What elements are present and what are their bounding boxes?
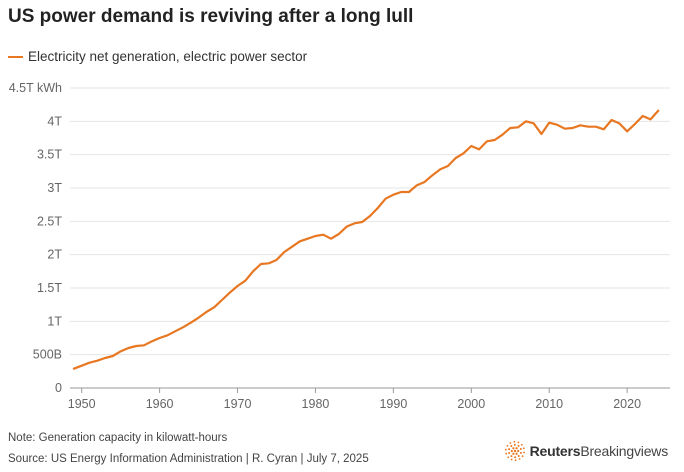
brand-name-breakingviews: Breakingviews — [580, 443, 668, 459]
y-tick-label: 2T — [47, 248, 62, 262]
logo-dot — [507, 448, 510, 451]
logo-dot — [516, 449, 519, 453]
series-line — [72, 109, 660, 370]
logo-dot — [510, 458, 513, 461]
logo-dot — [513, 440, 515, 443]
logo-dot — [515, 447, 518, 450]
logo-dot — [513, 456, 516, 459]
logo-dot — [522, 451, 525, 454]
y-tick-label: 4T — [47, 114, 62, 128]
x-tick-label: 1990 — [379, 397, 407, 411]
logo-dot — [513, 449, 516, 453]
logo-dot — [511, 447, 515, 450]
logo-dot — [515, 452, 518, 455]
logo-dot — [510, 449, 513, 453]
logo-dot — [520, 443, 523, 446]
logo-dot — [506, 444, 508, 447]
y-tick-label: 3T — [47, 181, 62, 195]
x-tick-label: 2010 — [535, 397, 563, 411]
y-tick-label: 3.5T — [37, 148, 62, 162]
logo-dot — [517, 441, 519, 444]
gridlines — [70, 87, 670, 356]
legend-label: Electricity net generation, electric pow… — [28, 49, 308, 64]
footnote: Note: Generation capacity in kilowatt-ho… — [8, 432, 228, 444]
x-tick-label: 2000 — [457, 397, 485, 411]
source-credit: Source: US Energy Information Administra… — [8, 453, 369, 465]
logo-dot — [522, 447, 525, 450]
logo-dot — [517, 444, 520, 447]
legend-swatch — [8, 55, 23, 58]
logo-dot — [504, 452, 507, 455]
x-axis: 1950 1960 1970 1980 1990 2000 2010 2020 — [68, 387, 670, 411]
logo-dot — [518, 458, 521, 460]
brand-name-reuters: Reuters — [529, 443, 581, 459]
chart-title: US power demand is reviving after a long… — [8, 6, 414, 27]
y-axis-tick-labels: 0 500B 1T 1.5T 2T 2.5T 3T 3.5T 4T 4.5T kWh — [9, 81, 63, 395]
series-group — [72, 109, 660, 370]
logo-dot — [511, 452, 515, 455]
legend: Electricity net generation, electric pow… — [8, 49, 307, 64]
logo-dot — [504, 448, 507, 451]
logo-dot — [510, 455, 513, 458]
logo-dot — [513, 443, 516, 446]
logo-dot — [509, 445, 512, 448]
logo-dot — [517, 454, 520, 457]
x-tick-label: 2020 — [613, 397, 641, 411]
brand-logo: Reuters Breakingviews — [504, 440, 668, 462]
logo-dot — [507, 452, 510, 454]
x-tick-label: 1980 — [302, 397, 330, 411]
logo-dot — [506, 456, 509, 459]
logo-dot — [509, 442, 511, 444]
logo-dot — [519, 448, 522, 450]
x-tick-label: 1950 — [68, 397, 96, 411]
x-tick-label: 1960 — [146, 397, 174, 411]
y-tick-label: 1.5T — [37, 281, 62, 295]
y-tick-label: 4.5T kWh — [9, 81, 62, 95]
y-tick-label: 0 — [55, 381, 62, 395]
y-tick-label: 2.5T — [37, 214, 62, 228]
logo-dot — [521, 455, 524, 458]
logo-dot — [514, 459, 517, 462]
y-tick-label: 500B — [33, 348, 62, 362]
y-tick-label: 1T — [47, 314, 62, 328]
x-tick-label: 1970 — [224, 397, 252, 411]
logo-dot — [519, 451, 522, 454]
reuters-dots-logo-icon — [504, 440, 525, 462]
